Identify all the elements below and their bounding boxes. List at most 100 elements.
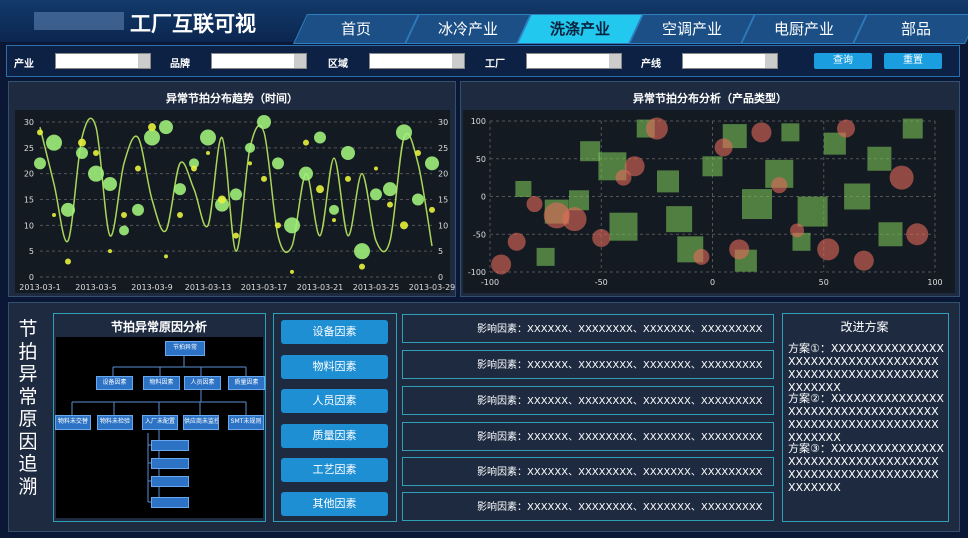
circle-point <box>817 238 840 261</box>
y2-tick-label: 0 <box>438 273 443 282</box>
tree-node: 设备因素 <box>96 376 133 390</box>
square-point <box>536 247 555 266</box>
factor-button[interactable]: 人员因素 <box>281 389 388 413</box>
factor-button[interactable]: 物料因素 <box>281 355 388 379</box>
filter-select[interactable] <box>682 53 778 69</box>
x-tick-label: 0 <box>710 278 715 287</box>
bubble <box>189 158 199 169</box>
bubble <box>76 147 88 159</box>
bubble <box>345 175 351 182</box>
bubble <box>34 157 46 170</box>
nav-tab[interactable]: 部品 <box>853 14 968 44</box>
x-tick-label: 2013-03-9 <box>131 283 172 292</box>
tree-lines <box>71 355 247 503</box>
bubble <box>103 177 117 191</box>
nav-tab[interactable]: 电厨产业 <box>741 14 867 44</box>
y2-tick-label: 30 <box>438 118 448 127</box>
bubble <box>290 269 294 274</box>
impact-row: 影响因素：XXXXXX、XXXXXXXX、XXXXXXX、XXXXXXXXX <box>402 457 774 486</box>
filter-label: 区域 <box>328 59 348 70</box>
plan-panel <box>782 313 949 522</box>
chart: 异常节拍分布趋势（时间） 0 5 10 15 20 25 30 0 5 10 15 20 25 30 2013… <box>15 91 455 293</box>
bubble <box>119 225 129 236</box>
bubble <box>200 129 216 146</box>
impact-row: 影响因素：XXXXXX、XXXXXXXX、XXXXXXX、XXXXXXXXX <box>402 492 774 521</box>
factor-button[interactable]: 其他因素 <box>281 492 388 516</box>
filter-select[interactable] <box>369 53 465 69</box>
circle-point <box>491 254 512 275</box>
y-tick-label: 25 <box>24 144 34 153</box>
diagram: 节拍异常 设备因素 物料因素 人员因素 质量因素 物料未交替 物料未检验 入厂未配置 供应商未监… <box>55 337 265 518</box>
diagram-panel <box>53 313 266 522</box>
nav-tab[interactable]: 冰冷产业 <box>405 14 531 44</box>
bubble <box>383 182 397 197</box>
square-point <box>844 183 871 210</box>
bubble <box>191 165 197 172</box>
bubble <box>284 217 300 234</box>
bubble <box>233 232 239 239</box>
bubble <box>359 263 365 270</box>
bubble <box>88 165 104 182</box>
root-node: 节拍异常 <box>165 341 205 356</box>
nav-tab[interactable]: 空调产业 <box>629 14 755 44</box>
factor-button[interactable]: 设备因素 <box>281 320 388 344</box>
plan-title: 改进方案 <box>840 320 889 334</box>
bubble <box>425 156 439 171</box>
bubble <box>93 150 99 156</box>
bubble <box>46 134 62 151</box>
square-point <box>569 190 589 211</box>
nav-tab[interactable]: 洗涤产业 <box>517 14 643 44</box>
filter-button[interactable]: 重置 <box>884 53 942 69</box>
leaf-node <box>151 476 189 487</box>
impact-row: 影响因素：XXXXXX、XXXXXXXX、XXXXXXX、XXXXXXXXX <box>402 350 774 379</box>
y2-tick-label: 5 <box>438 247 443 256</box>
circle-point <box>751 122 772 143</box>
bubble <box>135 165 141 172</box>
bubble <box>332 218 336 223</box>
factor-button[interactable]: 质量因素 <box>281 424 388 448</box>
filter-button[interactable]: 查询 <box>814 53 872 69</box>
bubble <box>314 131 326 144</box>
tree-node: SMT未规则 <box>228 415 264 430</box>
circle-point <box>624 156 645 177</box>
bubble <box>218 195 226 204</box>
tree-node: 物料未检验 <box>97 415 133 430</box>
chart-title: 异常节拍分布分析（产品类型） <box>633 91 787 105</box>
bubble <box>299 166 313 181</box>
square-point <box>781 123 800 142</box>
bubble <box>78 138 86 147</box>
circle-point <box>771 177 788 194</box>
plan-item: 方案①：XXXXXXXXXXXXXXXXXXXXXXXXXXXXXXXXXXXX… <box>788 342 944 394</box>
leaf-node <box>151 458 189 469</box>
bubble <box>230 188 242 201</box>
square-point <box>657 170 679 193</box>
y-tick-label: -100 <box>468 268 486 277</box>
filter-select[interactable] <box>211 53 307 69</box>
bubble <box>370 188 382 201</box>
bubble <box>144 129 160 146</box>
bubble <box>65 258 71 265</box>
x-tick-label: 2013-03-5 <box>75 283 116 292</box>
factor-button[interactable]: 工艺因素 <box>281 458 388 482</box>
x-tick-label: 100 <box>927 278 942 287</box>
x-tick-label: 2013-03-13 <box>185 283 232 292</box>
chart: 异常节拍分布分析（产品类型） -100 -50 0 50 100 -100 -50 0 50 100 <box>463 91 955 293</box>
nav-label: 首页 <box>340 20 371 38</box>
bubble <box>329 204 339 215</box>
filter-bar <box>6 45 960 77</box>
bubble <box>275 222 281 229</box>
side-title: 节拍异常原因追溯 <box>18 318 38 498</box>
connectors <box>71 355 247 503</box>
nav-label: 部品 <box>900 20 931 38</box>
square-point <box>666 206 693 233</box>
square-point <box>580 141 601 162</box>
impact-row: 影响因素：XXXXXX、XXXXXXXX、XXXXXXX、XXXXXXXXX <box>402 386 774 415</box>
nav-tab[interactable]: 首页 <box>293 14 419 44</box>
filter-select[interactable] <box>526 53 622 69</box>
circle-point <box>615 169 632 186</box>
y-tick-label: -50 <box>473 230 486 239</box>
square-point <box>515 180 532 197</box>
tree-node: 供应商未监控 <box>183 415 219 430</box>
impact-row: 影响因素：XXXXXX、XXXXXXXX、XXXXXXX、XXXXXXXXX <box>402 314 774 343</box>
filter-select[interactable] <box>55 53 151 69</box>
